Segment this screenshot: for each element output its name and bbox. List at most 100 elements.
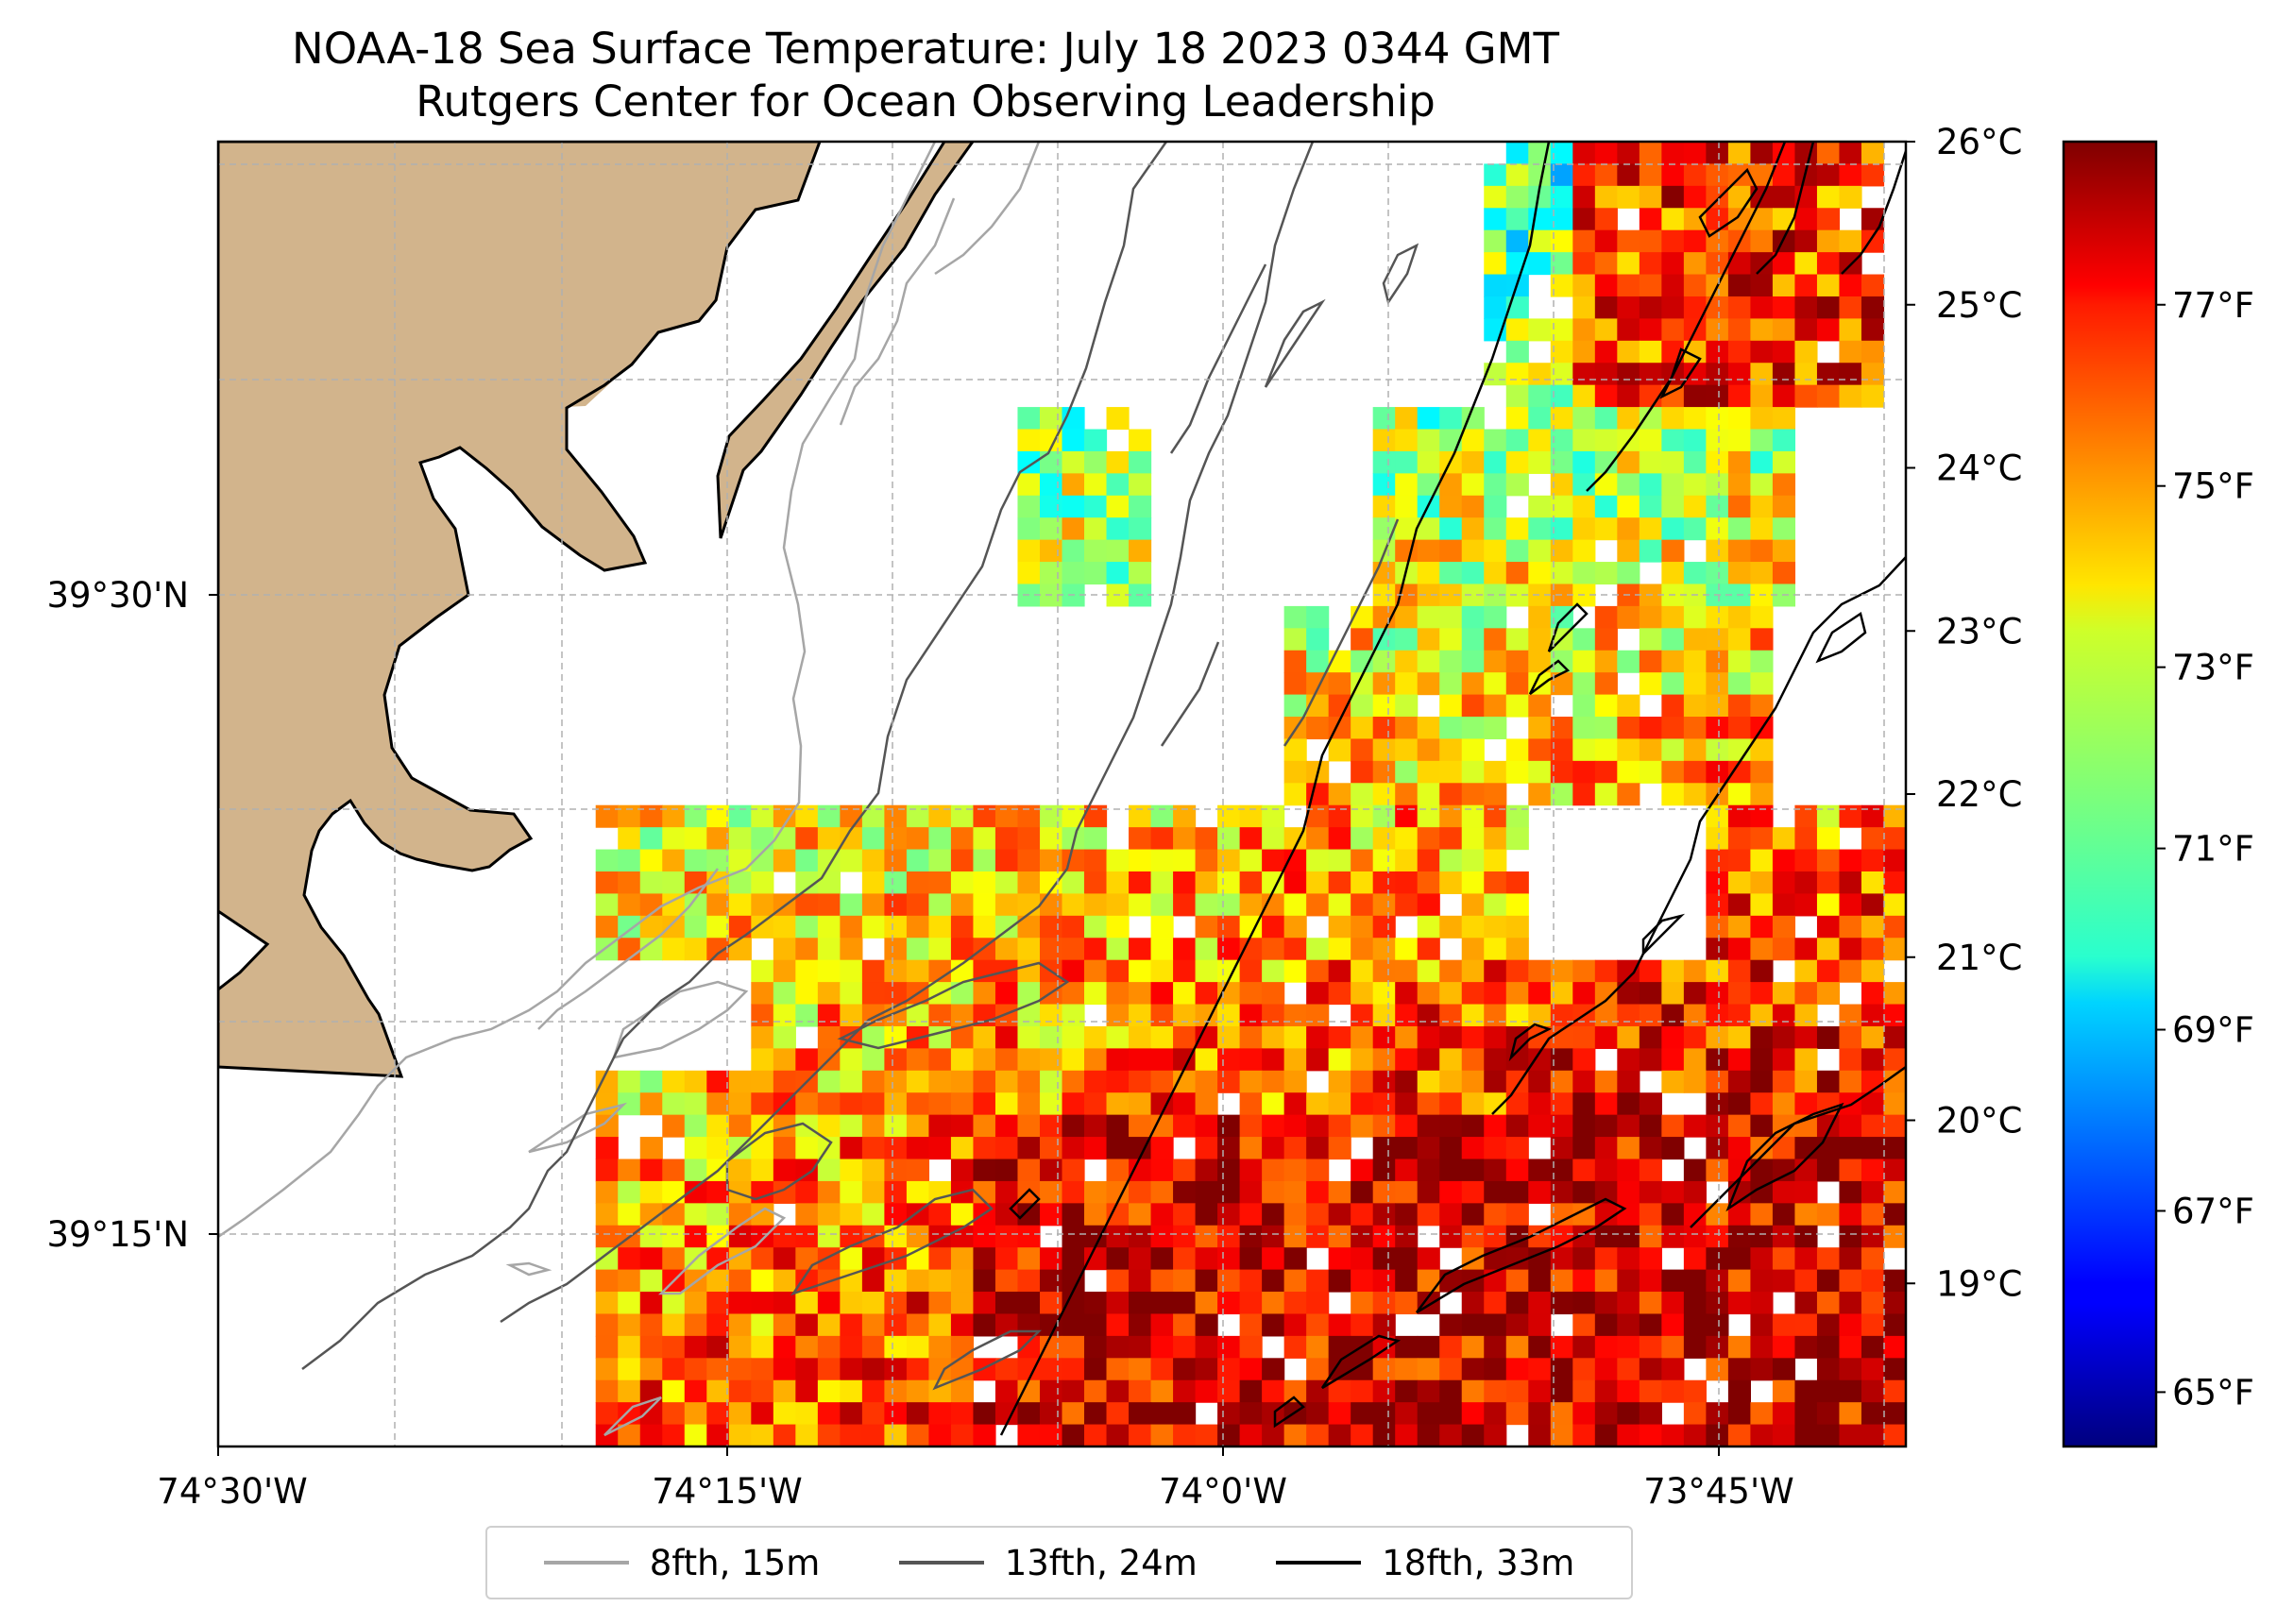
sst-cell <box>1417 1247 1440 1271</box>
fahrenheit-label: 65°F <box>2172 1372 2254 1413</box>
sst-cell <box>1084 1092 1108 1116</box>
sst-cell <box>1594 1424 1618 1446</box>
sst-cell <box>1017 495 1041 518</box>
sst-cell <box>1372 938 1396 961</box>
sst-cell <box>706 1269 730 1293</box>
sst-cell <box>906 1313 930 1337</box>
sst-cell <box>1505 1159 1529 1182</box>
sst-cell <box>1439 1225 1463 1248</box>
sst-cell <box>706 1092 730 1116</box>
sst-cell <box>1816 827 1841 851</box>
sst-cell <box>1706 871 1729 894</box>
sst-cell <box>1816 1247 1841 1271</box>
sst-cell <box>1239 1247 1263 1271</box>
sst-cell <box>1106 871 1130 894</box>
sst-cell <box>1572 1180 1596 1204</box>
sst-cell <box>861 1048 885 1072</box>
sst-cell <box>1062 1402 1085 1426</box>
sst-cell <box>1772 871 1796 894</box>
sst-cell <box>861 1313 885 1337</box>
sst-cell <box>1639 252 1662 276</box>
sst-cell <box>1328 1114 1351 1138</box>
sst-cell <box>861 1269 885 1293</box>
sst-cell <box>728 1424 752 1446</box>
sst-cell <box>1528 562 1552 585</box>
fahrenheit-label: 73°F <box>2172 648 2254 688</box>
sst-cell <box>751 1180 774 1204</box>
sst-cell <box>1395 1070 1419 1093</box>
sst-cell <box>1572 229 1596 253</box>
sst-cell <box>840 1247 863 1271</box>
sst-cell <box>662 938 686 961</box>
sst-cell <box>1372 450 1396 474</box>
sst-cell <box>1217 1070 1241 1093</box>
sst-cell <box>1706 605 1729 629</box>
sst-cell <box>950 1379 975 1403</box>
sst-cell <box>994 915 1019 939</box>
sst-cell <box>1550 163 1573 187</box>
sst-cell <box>1039 1114 1063 1138</box>
sst-cell <box>1106 1269 1130 1293</box>
sst-cell <box>1106 982 1130 1006</box>
sst-cell <box>1039 473 1063 497</box>
sst-cell <box>618 938 641 961</box>
sst-cell <box>973 915 996 939</box>
sst-cell <box>1639 1402 1662 1426</box>
sst-cell <box>1727 871 1751 894</box>
sst-cell <box>928 1402 952 1426</box>
sst-cell <box>1617 1092 1640 1116</box>
sst-cell <box>1839 142 1862 165</box>
sst-cell <box>994 1180 1019 1204</box>
sst-cell <box>1306 1424 1330 1446</box>
legend-swatch-8fth <box>543 1561 629 1565</box>
sst-cell <box>1639 208 1662 231</box>
sst-cell <box>1039 1335 1063 1359</box>
sst-cell <box>1262 827 1285 851</box>
sst-cell <box>595 1269 619 1293</box>
lat-label: 39°15'N <box>46 1214 189 1255</box>
sst-cell <box>1794 142 1818 165</box>
sst-cell <box>861 1379 885 1403</box>
sst-cell <box>1550 407 1573 431</box>
sst-cell <box>1417 1025 1440 1049</box>
sst-cell <box>1816 1203 1841 1226</box>
sst-cell <box>1550 252 1573 276</box>
sst-cell <box>1861 1004 1885 1027</box>
sst-cell <box>1351 760 1374 784</box>
sst-cell <box>1706 1048 1729 1072</box>
sst-cell <box>1439 1048 1463 1072</box>
sst-cell <box>1129 1025 1152 1049</box>
sst-cell <box>1683 450 1707 474</box>
sst-cell <box>1594 407 1618 431</box>
sst-cell <box>1839 1269 1862 1293</box>
sst-cell <box>1283 1025 1307 1049</box>
sst-cell <box>1617 1180 1640 1204</box>
sst-cell <box>1794 1180 1818 1204</box>
sst-cell <box>1217 827 1241 851</box>
sst-cell <box>1550 1358 1573 1381</box>
sst-cell <box>1306 1292 1330 1315</box>
sst-cell <box>950 1424 975 1446</box>
sst-cell <box>1639 1269 1662 1293</box>
sst-cell <box>1661 208 1685 231</box>
sst-cell <box>1727 672 1751 696</box>
sst-cell <box>1106 1114 1130 1138</box>
sst-cell <box>773 1358 796 1381</box>
sst-cell <box>1816 1269 1841 1293</box>
sst-cell <box>639 849 663 872</box>
sst-cell <box>1505 142 1529 165</box>
sst-cell <box>618 1203 641 1226</box>
sst-cell <box>1750 1159 1774 1182</box>
sst-cell <box>1328 871 1351 894</box>
sst-cell <box>1727 1004 1751 1027</box>
sst-cell <box>1727 340 1751 364</box>
sst-cell <box>1772 1048 1796 1072</box>
sst-cell <box>1706 628 1729 651</box>
sst-cell <box>1351 1379 1374 1403</box>
sst-cell <box>1039 517 1063 541</box>
sst-cell <box>973 1025 996 1049</box>
sst-cell <box>595 1203 619 1226</box>
land-barrier-island <box>716 142 975 539</box>
sst-cell <box>1195 1379 1218 1403</box>
sst-cell <box>884 1114 908 1138</box>
